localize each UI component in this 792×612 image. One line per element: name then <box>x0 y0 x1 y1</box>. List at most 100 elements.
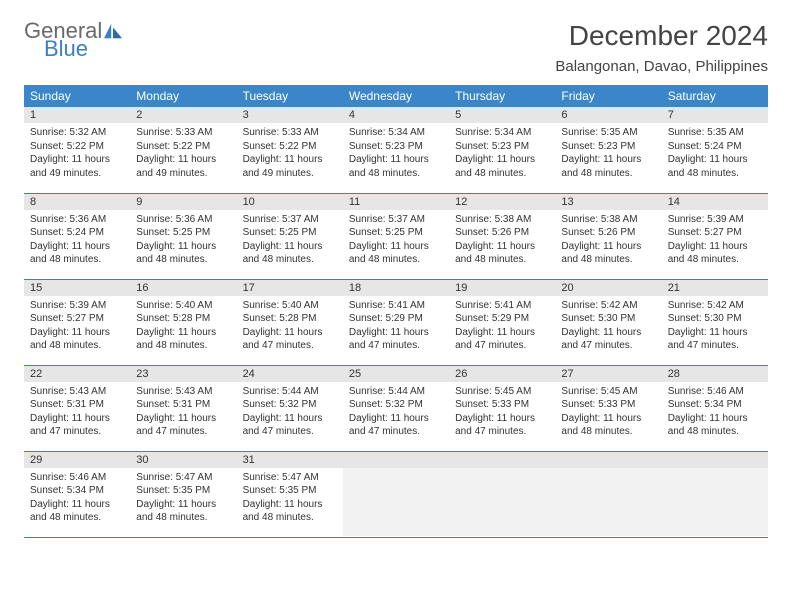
day-number: 26 <box>449 366 555 382</box>
logo: General Blue <box>24 20 122 60</box>
day-content: Sunrise: 5:38 AMSunset: 5:26 PMDaylight:… <box>555 210 661 271</box>
calendar-cell: 10Sunrise: 5:37 AMSunset: 5:25 PMDayligh… <box>237 193 343 279</box>
day-content: Sunrise: 5:36 AMSunset: 5:25 PMDaylight:… <box>130 210 236 271</box>
day-content: Sunrise: 5:33 AMSunset: 5:22 PMDaylight:… <box>130 123 236 184</box>
weekday-header-row: SundayMondayTuesdayWednesdayThursdayFrid… <box>24 85 768 107</box>
calendar-cell: 27Sunrise: 5:45 AMSunset: 5:33 PMDayligh… <box>555 365 661 451</box>
day-number: 15 <box>24 280 130 296</box>
calendar-cell: 6Sunrise: 5:35 AMSunset: 5:23 PMDaylight… <box>555 107 661 193</box>
calendar-table: SundayMondayTuesdayWednesdayThursdayFrid… <box>24 85 768 538</box>
calendar-cell: 1Sunrise: 5:32 AMSunset: 5:22 PMDaylight… <box>24 107 130 193</box>
calendar-cell: 14Sunrise: 5:39 AMSunset: 5:27 PMDayligh… <box>662 193 768 279</box>
empty-day <box>343 468 449 536</box>
day-content: Sunrise: 5:34 AMSunset: 5:23 PMDaylight:… <box>343 123 449 184</box>
calendar-cell: 13Sunrise: 5:38 AMSunset: 5:26 PMDayligh… <box>555 193 661 279</box>
calendar-cell: 26Sunrise: 5:45 AMSunset: 5:33 PMDayligh… <box>449 365 555 451</box>
calendar-row: 8Sunrise: 5:36 AMSunset: 5:24 PMDaylight… <box>24 193 768 279</box>
day-content: Sunrise: 5:36 AMSunset: 5:24 PMDaylight:… <box>24 210 130 271</box>
calendar-cell <box>662 451 768 537</box>
day-number: 5 <box>449 107 555 123</box>
calendar-cell <box>449 451 555 537</box>
day-number: 16 <box>130 280 236 296</box>
month-title: December 2024 <box>555 20 768 52</box>
calendar-cell: 9Sunrise: 5:36 AMSunset: 5:25 PMDaylight… <box>130 193 236 279</box>
logo-blue-text: Blue <box>44 38 122 60</box>
weekday-header: Monday <box>130 85 236 107</box>
empty-day <box>555 468 661 536</box>
weekday-header: Saturday <box>662 85 768 107</box>
day-number: 30 <box>130 452 236 468</box>
title-block: December 2024 Balangonan, Davao, Philipp… <box>555 20 768 75</box>
day-number: 11 <box>343 194 449 210</box>
calendar-row: 15Sunrise: 5:39 AMSunset: 5:27 PMDayligh… <box>24 279 768 365</box>
day-content: Sunrise: 5:45 AMSunset: 5:33 PMDaylight:… <box>449 382 555 443</box>
calendar-cell: 19Sunrise: 5:41 AMSunset: 5:29 PMDayligh… <box>449 279 555 365</box>
day-number: 3 <box>237 107 343 123</box>
day-number: 12 <box>449 194 555 210</box>
day-content: Sunrise: 5:37 AMSunset: 5:25 PMDaylight:… <box>237 210 343 271</box>
calendar-cell <box>343 451 449 537</box>
calendar-row: 29Sunrise: 5:46 AMSunset: 5:34 PMDayligh… <box>24 451 768 537</box>
day-content: Sunrise: 5:34 AMSunset: 5:23 PMDaylight:… <box>449 123 555 184</box>
calendar-cell <box>555 451 661 537</box>
day-number: 23 <box>130 366 236 382</box>
day-number: 25 <box>343 366 449 382</box>
calendar-cell: 8Sunrise: 5:36 AMSunset: 5:24 PMDaylight… <box>24 193 130 279</box>
day-content: Sunrise: 5:42 AMSunset: 5:30 PMDaylight:… <box>555 296 661 357</box>
day-number: 9 <box>130 194 236 210</box>
day-content: Sunrise: 5:46 AMSunset: 5:34 PMDaylight:… <box>24 468 130 529</box>
day-number: 27 <box>555 366 661 382</box>
sail-icon <box>104 23 122 39</box>
day-content: Sunrise: 5:44 AMSunset: 5:32 PMDaylight:… <box>237 382 343 443</box>
calendar-cell: 15Sunrise: 5:39 AMSunset: 5:27 PMDayligh… <box>24 279 130 365</box>
day-number: 17 <box>237 280 343 296</box>
day-content: Sunrise: 5:43 AMSunset: 5:31 PMDaylight:… <box>130 382 236 443</box>
day-number: 4 <box>343 107 449 123</box>
weekday-header: Sunday <box>24 85 130 107</box>
day-content: Sunrise: 5:44 AMSunset: 5:32 PMDaylight:… <box>343 382 449 443</box>
day-number: 24 <box>237 366 343 382</box>
day-number: 18 <box>343 280 449 296</box>
weekday-header: Tuesday <box>237 85 343 107</box>
day-content: Sunrise: 5:33 AMSunset: 5:22 PMDaylight:… <box>237 123 343 184</box>
day-content: Sunrise: 5:40 AMSunset: 5:28 PMDaylight:… <box>237 296 343 357</box>
day-content: Sunrise: 5:41 AMSunset: 5:29 PMDaylight:… <box>449 296 555 357</box>
day-number: 14 <box>662 194 768 210</box>
weekday-header: Friday <box>555 85 661 107</box>
day-number: 21 <box>662 280 768 296</box>
calendar-cell: 28Sunrise: 5:46 AMSunset: 5:34 PMDayligh… <box>662 365 768 451</box>
calendar-cell: 20Sunrise: 5:42 AMSunset: 5:30 PMDayligh… <box>555 279 661 365</box>
day-content: Sunrise: 5:46 AMSunset: 5:34 PMDaylight:… <box>662 382 768 443</box>
calendar-cell: 23Sunrise: 5:43 AMSunset: 5:31 PMDayligh… <box>130 365 236 451</box>
empty-day-header <box>449 452 555 468</box>
calendar-cell: 7Sunrise: 5:35 AMSunset: 5:24 PMDaylight… <box>662 107 768 193</box>
day-content: Sunrise: 5:35 AMSunset: 5:23 PMDaylight:… <box>555 123 661 184</box>
day-content: Sunrise: 5:41 AMSunset: 5:29 PMDaylight:… <box>343 296 449 357</box>
day-number: 29 <box>24 452 130 468</box>
day-content: Sunrise: 5:43 AMSunset: 5:31 PMDaylight:… <box>24 382 130 443</box>
calendar-cell: 3Sunrise: 5:33 AMSunset: 5:22 PMDaylight… <box>237 107 343 193</box>
day-number: 19 <box>449 280 555 296</box>
calendar-cell: 31Sunrise: 5:47 AMSunset: 5:35 PMDayligh… <box>237 451 343 537</box>
calendar-cell: 2Sunrise: 5:33 AMSunset: 5:22 PMDaylight… <box>130 107 236 193</box>
calendar-cell: 25Sunrise: 5:44 AMSunset: 5:32 PMDayligh… <box>343 365 449 451</box>
day-number: 13 <box>555 194 661 210</box>
day-number: 28 <box>662 366 768 382</box>
empty-day <box>449 468 555 536</box>
weekday-header: Thursday <box>449 85 555 107</box>
calendar-cell: 24Sunrise: 5:44 AMSunset: 5:32 PMDayligh… <box>237 365 343 451</box>
header: General Blue December 2024 Balangonan, D… <box>24 20 768 75</box>
day-number: 8 <box>24 194 130 210</box>
day-number: 20 <box>555 280 661 296</box>
day-content: Sunrise: 5:47 AMSunset: 5:35 PMDaylight:… <box>130 468 236 529</box>
day-number: 22 <box>24 366 130 382</box>
day-content: Sunrise: 5:35 AMSunset: 5:24 PMDaylight:… <box>662 123 768 184</box>
day-content: Sunrise: 5:39 AMSunset: 5:27 PMDaylight:… <box>662 210 768 271</box>
calendar-cell: 30Sunrise: 5:47 AMSunset: 5:35 PMDayligh… <box>130 451 236 537</box>
calendar-cell: 18Sunrise: 5:41 AMSunset: 5:29 PMDayligh… <box>343 279 449 365</box>
day-content: Sunrise: 5:39 AMSunset: 5:27 PMDaylight:… <box>24 296 130 357</box>
calendar-cell: 4Sunrise: 5:34 AMSunset: 5:23 PMDaylight… <box>343 107 449 193</box>
day-number: 7 <box>662 107 768 123</box>
day-number: 6 <box>555 107 661 123</box>
day-content: Sunrise: 5:45 AMSunset: 5:33 PMDaylight:… <box>555 382 661 443</box>
